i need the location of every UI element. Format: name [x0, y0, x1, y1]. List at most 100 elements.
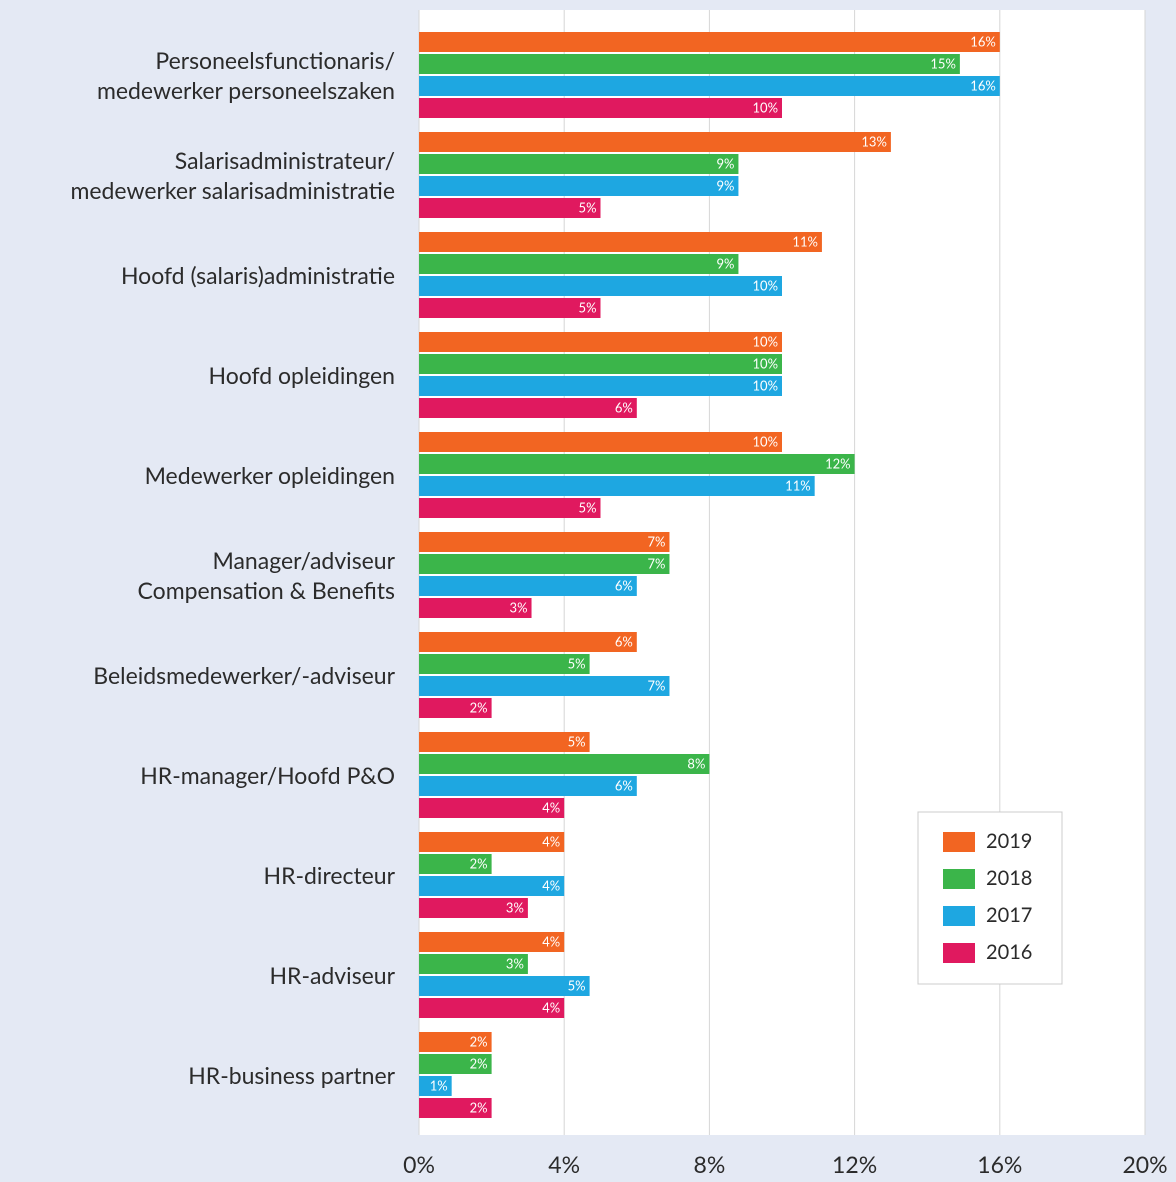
bar — [419, 354, 782, 374]
value-label: 10% — [753, 277, 779, 293]
value-label: 9% — [716, 155, 734, 171]
value-label: 4% — [542, 799, 560, 815]
value-label: 11% — [785, 477, 811, 493]
category-label: Personeelsfunctionaris/ medewerker perso… — [96, 46, 395, 104]
bar — [419, 176, 739, 196]
bar — [419, 532, 670, 552]
value-label: 7% — [648, 555, 666, 571]
value-label: 16% — [970, 77, 996, 93]
bar — [419, 732, 590, 752]
value-label: 8% — [687, 755, 705, 771]
legend-swatch — [943, 943, 975, 963]
value-label: 12% — [825, 455, 851, 471]
value-label: 11% — [792, 233, 818, 249]
value-label: 5% — [579, 299, 597, 315]
bar — [419, 1054, 492, 1074]
bar — [419, 598, 532, 618]
legend-label: 2019 — [986, 829, 1032, 853]
bar — [419, 98, 782, 118]
value-label: 6% — [615, 777, 633, 793]
bar — [419, 76, 1000, 96]
bar — [419, 432, 782, 452]
category-label: Salarisadministrateur/ medewerker salari… — [70, 146, 395, 204]
bar — [419, 376, 782, 396]
value-label: 4% — [542, 999, 560, 1015]
value-label: 1% — [430, 1077, 448, 1093]
value-label: 2% — [470, 1055, 488, 1071]
x-tick-label: 0% — [403, 1150, 435, 1178]
value-label: 15% — [930, 55, 956, 71]
legend-swatch — [943, 869, 975, 889]
bar — [419, 32, 1000, 52]
value-label: 6% — [615, 399, 633, 415]
value-label: 6% — [615, 633, 633, 649]
category-label: Beleidsmedewerker/-adviseur — [93, 661, 395, 689]
value-label: 16% — [970, 33, 996, 49]
category-label: Medewerker opleidingen — [144, 461, 395, 489]
bar — [419, 276, 782, 296]
value-label: 4% — [542, 833, 560, 849]
value-label: 4% — [542, 933, 560, 949]
value-label: 9% — [716, 255, 734, 271]
value-label: 3% — [506, 899, 524, 915]
bar — [419, 498, 601, 518]
value-label: 5% — [579, 199, 597, 215]
bar — [419, 776, 637, 796]
bar — [419, 1076, 452, 1096]
bar — [419, 398, 637, 418]
x-tick-label: 8% — [694, 1150, 726, 1178]
value-label: 5% — [568, 977, 586, 993]
value-label: 7% — [648, 533, 666, 549]
category-label: Hoofd opleidingen — [208, 361, 396, 389]
value-label: 4% — [542, 877, 560, 893]
bar — [419, 132, 891, 152]
category-label: Hoofd (salaris)administratie — [120, 261, 395, 289]
x-tick-label: 16% — [977, 1150, 1022, 1178]
bar — [419, 998, 565, 1018]
bar — [419, 298, 601, 318]
bar — [419, 854, 492, 874]
bar — [419, 832, 565, 852]
category-label: HR-manager/Hoofd P&O — [140, 761, 395, 789]
value-label: 3% — [506, 955, 524, 971]
x-tick-label: 4% — [548, 1150, 580, 1178]
x-tick-label: 12% — [832, 1150, 877, 1178]
value-label: 6% — [615, 577, 633, 593]
bar — [419, 576, 637, 596]
bar — [419, 232, 822, 252]
legend-label: 2018 — [986, 866, 1032, 890]
value-label: 7% — [648, 677, 666, 693]
bar — [419, 898, 528, 918]
bar — [419, 1032, 492, 1052]
legend-label: 2016 — [986, 940, 1032, 964]
bar — [419, 454, 855, 474]
value-label: 13% — [861, 133, 887, 149]
value-label: 2% — [470, 855, 488, 871]
value-label: 10% — [753, 99, 779, 115]
bar — [419, 154, 739, 174]
bar — [419, 476, 815, 496]
bar — [419, 754, 710, 774]
bar — [419, 954, 528, 974]
category-label: HR-business partner — [188, 1061, 395, 1089]
legend-label: 2017 — [986, 903, 1032, 927]
x-tick-label: 20% — [1122, 1150, 1167, 1178]
value-label: 9% — [716, 177, 734, 193]
value-label: 5% — [579, 499, 597, 515]
bar — [419, 332, 782, 352]
value-label: 10% — [753, 333, 779, 349]
bar — [419, 876, 565, 896]
bar — [419, 632, 637, 652]
value-label: 3% — [510, 599, 528, 615]
bar — [419, 676, 670, 696]
value-label: 10% — [753, 377, 779, 393]
bar — [419, 1098, 492, 1118]
bar — [419, 798, 565, 818]
value-label: 5% — [568, 733, 586, 749]
bar — [419, 932, 565, 952]
value-label: 2% — [470, 1099, 488, 1115]
value-label: 10% — [753, 355, 779, 371]
bar — [419, 54, 960, 74]
